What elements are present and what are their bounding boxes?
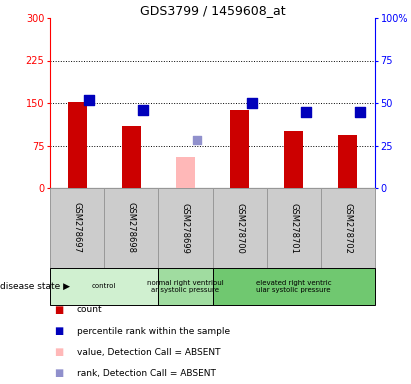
Point: [357, 108, 363, 114]
Text: ■: ■: [54, 326, 63, 336]
Text: percentile rank within the sample: percentile rank within the sample: [77, 327, 230, 336]
Text: ■: ■: [54, 305, 63, 315]
Text: count: count: [77, 306, 102, 314]
Bar: [158, 188, 212, 268]
Point: [86, 96, 92, 103]
Title: GDS3799 / 1459608_at: GDS3799 / 1459608_at: [140, 4, 285, 17]
Text: GSM278702: GSM278702: [344, 203, 352, 253]
Text: disease state ▶: disease state ▶: [0, 282, 70, 291]
Bar: [230, 110, 249, 188]
Text: control: control: [92, 283, 116, 290]
Bar: [104, 188, 158, 268]
Text: GSM278697: GSM278697: [73, 202, 81, 253]
Text: GSM278700: GSM278700: [235, 203, 244, 253]
Bar: [212, 268, 375, 305]
Text: ■: ■: [54, 368, 63, 378]
Text: ■: ■: [54, 347, 63, 357]
Bar: [67, 102, 87, 188]
Bar: [122, 126, 141, 188]
Text: GSM278701: GSM278701: [289, 203, 298, 253]
Text: elevated right ventric
ular systolic pressure: elevated right ventric ular systolic pre…: [256, 280, 332, 293]
Bar: [50, 188, 104, 268]
Bar: [158, 268, 212, 305]
Text: value, Detection Call = ABSENT: value, Detection Call = ABSENT: [77, 348, 220, 357]
Bar: [176, 157, 195, 188]
Text: GSM278698: GSM278698: [127, 202, 136, 253]
Text: GSM278699: GSM278699: [181, 203, 190, 253]
Bar: [267, 188, 321, 268]
Bar: [321, 188, 375, 268]
Bar: [212, 188, 267, 268]
Point: [194, 137, 201, 144]
Text: rank, Detection Call = ABSENT: rank, Detection Call = ABSENT: [77, 369, 216, 378]
Point: [302, 108, 309, 114]
Text: normal right ventrioul
ar systolic pressure: normal right ventrioul ar systolic press…: [147, 280, 224, 293]
Bar: [284, 131, 303, 188]
Point: [140, 107, 146, 113]
Point: [248, 100, 255, 106]
Bar: [50, 268, 158, 305]
Bar: [338, 135, 358, 188]
